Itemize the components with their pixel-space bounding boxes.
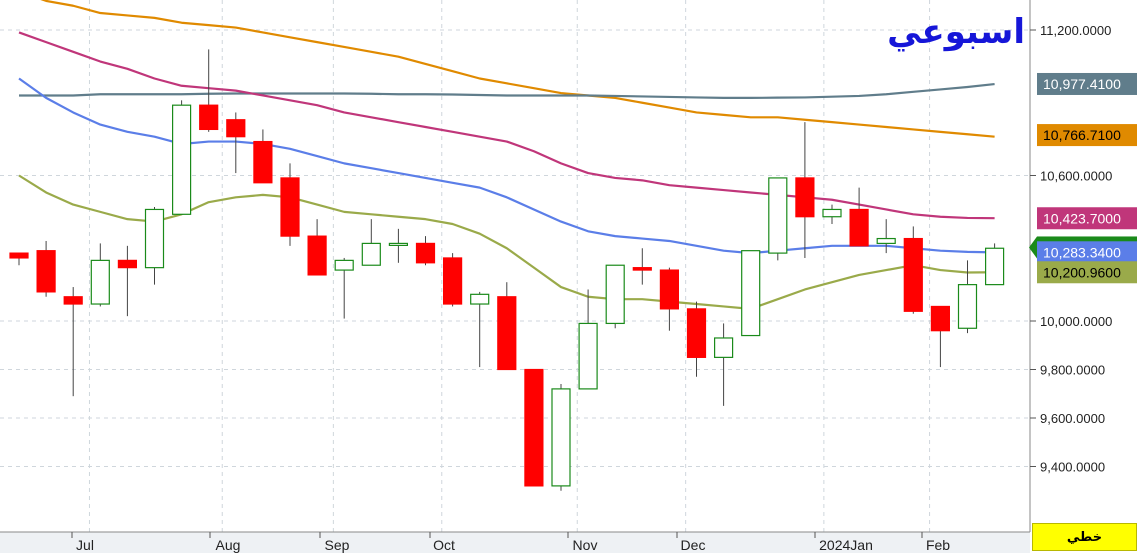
price-tag-pointer xyxy=(1029,236,1037,259)
candle-body xyxy=(822,208,842,218)
candle-body xyxy=(849,208,869,247)
y-tick-label: 9,600.0000 xyxy=(1040,411,1105,426)
candle-body xyxy=(280,177,300,237)
chart-title-weekly: اسبوعي xyxy=(887,12,1025,52)
price-tag-label: 10,423.7000 xyxy=(1043,210,1121,226)
candle-body xyxy=(443,257,463,305)
candle-body xyxy=(605,264,625,325)
candle-body xyxy=(795,177,815,218)
price-tag-label: 10,200.9600 xyxy=(1043,264,1121,280)
y-tick-label: 10,000.0000 xyxy=(1040,314,1112,329)
price-tag xyxy=(1037,124,1137,147)
x-tick-label: Feb xyxy=(926,537,950,553)
candle-body xyxy=(470,293,490,305)
candle-body xyxy=(90,259,110,305)
candle-body xyxy=(903,237,923,312)
candle-body xyxy=(63,296,83,305)
candle-body xyxy=(36,250,56,293)
price-tag xyxy=(1037,207,1137,230)
x-axis-strip xyxy=(0,532,1030,553)
candle-body xyxy=(9,252,29,259)
candle-body xyxy=(361,242,381,266)
candle-body xyxy=(930,305,951,332)
candle-body xyxy=(768,177,788,254)
candle-body xyxy=(876,237,896,245)
y-tick-label: 11,200.0000 xyxy=(1040,23,1111,38)
x-tick-label: Aug xyxy=(216,537,241,553)
candle-body xyxy=(253,140,273,184)
candle-body xyxy=(415,242,436,264)
candle-body xyxy=(117,259,138,269)
x-tick-label: Jul xyxy=(76,537,94,553)
candle-body xyxy=(686,308,707,358)
price-tag xyxy=(1037,241,1137,264)
series-line-2 xyxy=(18,31,995,220)
candle-body xyxy=(334,259,354,271)
candle-body xyxy=(307,235,327,276)
candle-body xyxy=(497,296,517,371)
candle-body xyxy=(741,250,761,337)
price-tag-label: 10,977.4100 xyxy=(1043,76,1121,92)
x-tick-label: Sep xyxy=(325,537,350,553)
x-tick-label: Oct xyxy=(433,537,455,553)
candle-body xyxy=(524,368,544,487)
x-tick-label: Dec xyxy=(681,537,706,553)
candle-body xyxy=(172,104,192,215)
candle-body xyxy=(632,267,652,271)
candle-body xyxy=(713,337,734,358)
price-tag xyxy=(1037,72,1137,95)
candle-body xyxy=(957,284,978,329)
candle-body xyxy=(551,388,571,487)
x-tick-label: 2024Jan xyxy=(819,537,873,553)
candle-body xyxy=(388,242,408,246)
candle-body xyxy=(226,119,246,138)
candle-body xyxy=(984,247,1005,286)
candle-body xyxy=(199,104,219,131)
linear-scale-button[interactable]: خطي xyxy=(1032,523,1137,551)
candle-body xyxy=(144,208,165,269)
candle-body xyxy=(578,322,598,390)
y-tick-label: 9,400.0000 xyxy=(1040,460,1105,475)
candle-body xyxy=(659,269,680,310)
series-line-0 xyxy=(40,0,995,138)
series-line-1 xyxy=(19,82,995,100)
y-tick-label: 9,800.0000 xyxy=(1040,363,1105,378)
price-tag-label: 10,283.3400 xyxy=(1043,244,1121,260)
price-tag-label: 10,766.7100 xyxy=(1043,127,1121,143)
price-tag xyxy=(1037,261,1137,284)
y-tick-label: 10,600.0000 xyxy=(1040,169,1112,184)
x-tick-label: Nov xyxy=(573,537,598,553)
